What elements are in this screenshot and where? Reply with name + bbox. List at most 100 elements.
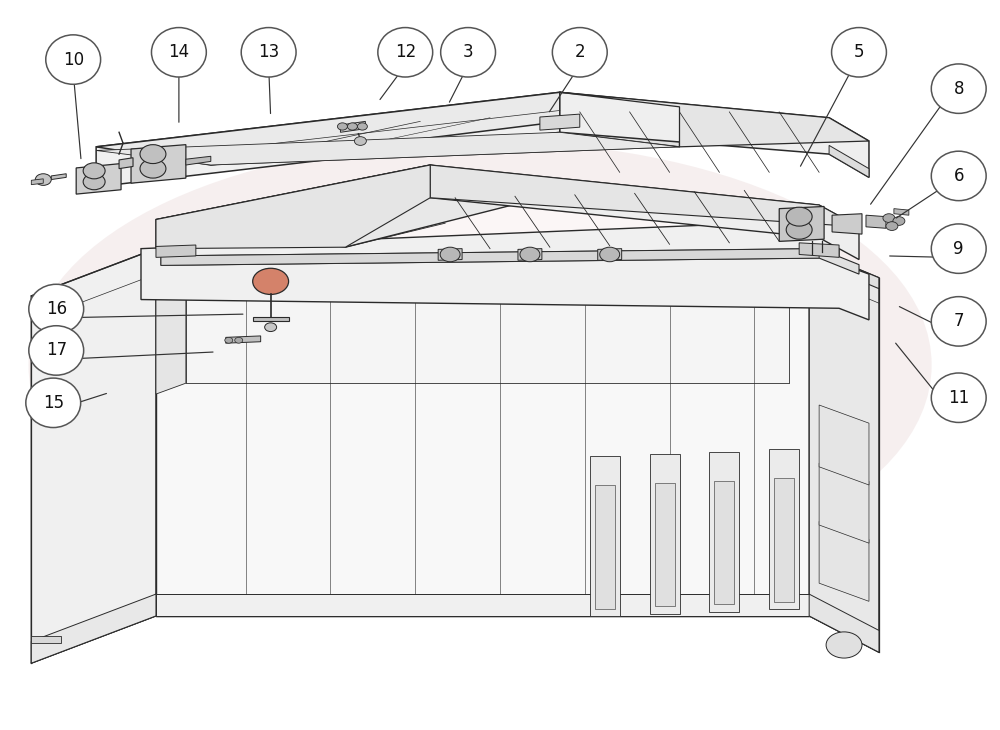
Circle shape — [337, 123, 347, 130]
Circle shape — [357, 123, 367, 130]
Circle shape — [347, 123, 357, 130]
Polygon shape — [156, 245, 196, 258]
Polygon shape — [186, 260, 789, 383]
Polygon shape — [809, 249, 879, 652]
Text: 9: 9 — [953, 239, 964, 258]
Polygon shape — [809, 594, 879, 652]
Ellipse shape — [931, 64, 986, 113]
Polygon shape — [598, 249, 622, 261]
Polygon shape — [161, 249, 819, 266]
Polygon shape — [350, 260, 380, 272]
Polygon shape — [829, 145, 869, 177]
Text: 14: 14 — [168, 43, 189, 61]
Circle shape — [35, 174, 51, 185]
Polygon shape — [156, 165, 570, 247]
Circle shape — [235, 337, 243, 343]
Circle shape — [265, 323, 277, 331]
Polygon shape — [96, 92, 680, 165]
Text: 12: 12 — [395, 43, 416, 61]
Circle shape — [600, 247, 620, 262]
Polygon shape — [819, 463, 869, 543]
Circle shape — [826, 632, 862, 658]
Circle shape — [83, 163, 105, 179]
Polygon shape — [31, 179, 43, 185]
Ellipse shape — [26, 378, 81, 428]
Polygon shape — [819, 405, 869, 485]
Polygon shape — [655, 483, 675, 607]
Polygon shape — [819, 521, 869, 602]
Polygon shape — [156, 249, 809, 616]
Text: EQUIPMENT: EQUIPMENT — [286, 303, 655, 357]
Polygon shape — [340, 121, 365, 132]
Polygon shape — [131, 145, 186, 183]
Polygon shape — [96, 132, 680, 165]
Text: 2: 2 — [574, 43, 585, 61]
Text: 17: 17 — [46, 342, 67, 359]
Polygon shape — [141, 220, 869, 320]
Polygon shape — [156, 165, 430, 249]
Polygon shape — [161, 249, 859, 274]
Polygon shape — [76, 164, 121, 194]
Polygon shape — [31, 594, 156, 663]
Ellipse shape — [931, 224, 986, 273]
Text: 10: 10 — [63, 50, 84, 69]
Polygon shape — [560, 92, 680, 147]
Polygon shape — [832, 214, 862, 234]
Polygon shape — [430, 165, 859, 227]
Text: 16: 16 — [46, 300, 67, 318]
Polygon shape — [774, 478, 794, 602]
Ellipse shape — [378, 28, 433, 77]
Polygon shape — [156, 594, 809, 616]
Polygon shape — [119, 158, 133, 169]
Polygon shape — [31, 636, 61, 643]
Polygon shape — [156, 249, 879, 288]
Circle shape — [786, 220, 812, 239]
Text: 7: 7 — [953, 312, 964, 331]
Text: 5: 5 — [854, 43, 864, 61]
Polygon shape — [186, 260, 789, 383]
Polygon shape — [866, 215, 886, 228]
Circle shape — [354, 137, 366, 145]
Polygon shape — [211, 260, 241, 272]
Ellipse shape — [241, 28, 296, 77]
Polygon shape — [630, 260, 660, 272]
Ellipse shape — [931, 373, 986, 423]
Text: 3: 3 — [463, 43, 473, 61]
Circle shape — [520, 247, 540, 262]
Circle shape — [893, 217, 905, 226]
Polygon shape — [51, 174, 66, 180]
Polygon shape — [709, 452, 739, 612]
Ellipse shape — [832, 28, 886, 77]
Polygon shape — [156, 165, 430, 249]
Ellipse shape — [46, 35, 101, 84]
Polygon shape — [650, 454, 680, 614]
Polygon shape — [253, 317, 289, 321]
Polygon shape — [595, 485, 615, 609]
Polygon shape — [96, 92, 560, 187]
Ellipse shape — [29, 326, 84, 375]
Polygon shape — [518, 249, 542, 261]
Text: 15: 15 — [43, 393, 64, 412]
Polygon shape — [490, 260, 520, 272]
Ellipse shape — [106, 201, 854, 529]
Polygon shape — [779, 207, 824, 242]
Text: SPECIALISTS: SPECIALISTS — [306, 370, 634, 415]
Polygon shape — [894, 209, 909, 215]
Polygon shape — [186, 249, 809, 260]
Ellipse shape — [441, 28, 496, 77]
Polygon shape — [156, 281, 186, 394]
Ellipse shape — [552, 28, 607, 77]
Polygon shape — [799, 243, 839, 258]
Polygon shape — [186, 156, 211, 165]
Text: 6: 6 — [953, 167, 964, 185]
Polygon shape — [226, 336, 261, 343]
Text: INC.: INC. — [615, 355, 640, 368]
Polygon shape — [759, 260, 789, 272]
Polygon shape — [430, 165, 859, 260]
Polygon shape — [560, 92, 869, 147]
Polygon shape — [31, 249, 156, 663]
Circle shape — [886, 222, 898, 231]
Polygon shape — [540, 114, 580, 130]
Polygon shape — [438, 249, 462, 261]
Text: 8: 8 — [953, 80, 964, 98]
